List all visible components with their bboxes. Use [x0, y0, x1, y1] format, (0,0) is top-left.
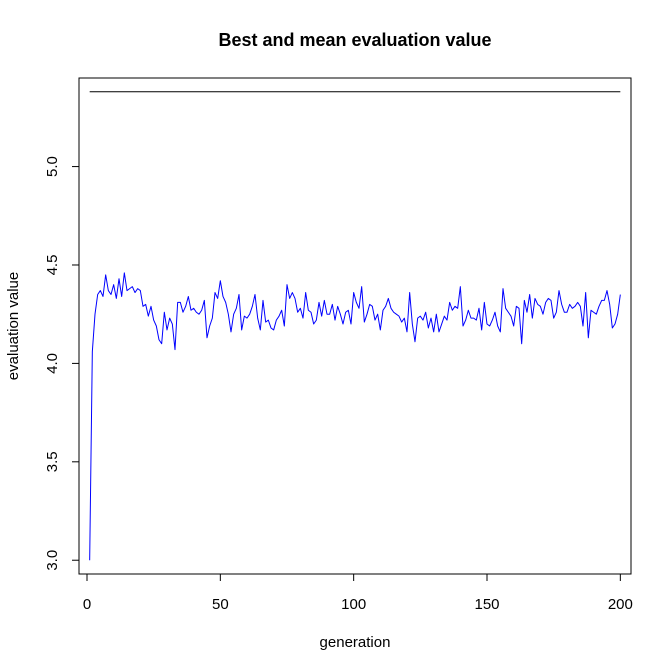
y-tick-label: 3.0 — [44, 550, 61, 571]
x-tick-label: 200 — [608, 596, 633, 613]
y-tick-label: 4.5 — [44, 255, 61, 276]
y-tick-label: 5.0 — [44, 156, 61, 177]
y-tick-label: 3.5 — [44, 451, 61, 472]
series-lines — [89, 91, 621, 561]
series-line-mean — [89, 272, 621, 561]
x-tick-label: 150 — [474, 596, 499, 613]
x-tick-label: 0 — [83, 596, 91, 613]
x-axis: 0 50 100 150 200 — [83, 573, 633, 613]
y-axis: 3.0 3.5 4.0 4.5 5.0 — [44, 156, 80, 571]
y-tick-label: 4.0 — [44, 353, 61, 374]
y-axis-label: evaluation value — [5, 272, 22, 380]
x-tick-label: 100 — [341, 596, 366, 613]
chart-title: Best and mean evaluation value — [218, 30, 491, 50]
x-tick-label: 50 — [212, 596, 229, 613]
plot-area-frame — [78, 77, 632, 575]
x-axis-label: generation — [320, 634, 391, 651]
